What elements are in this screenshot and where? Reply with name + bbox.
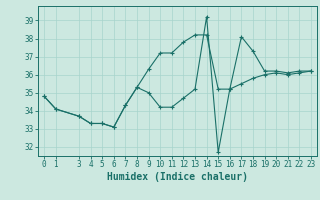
X-axis label: Humidex (Indice chaleur): Humidex (Indice chaleur) xyxy=(107,172,248,182)
